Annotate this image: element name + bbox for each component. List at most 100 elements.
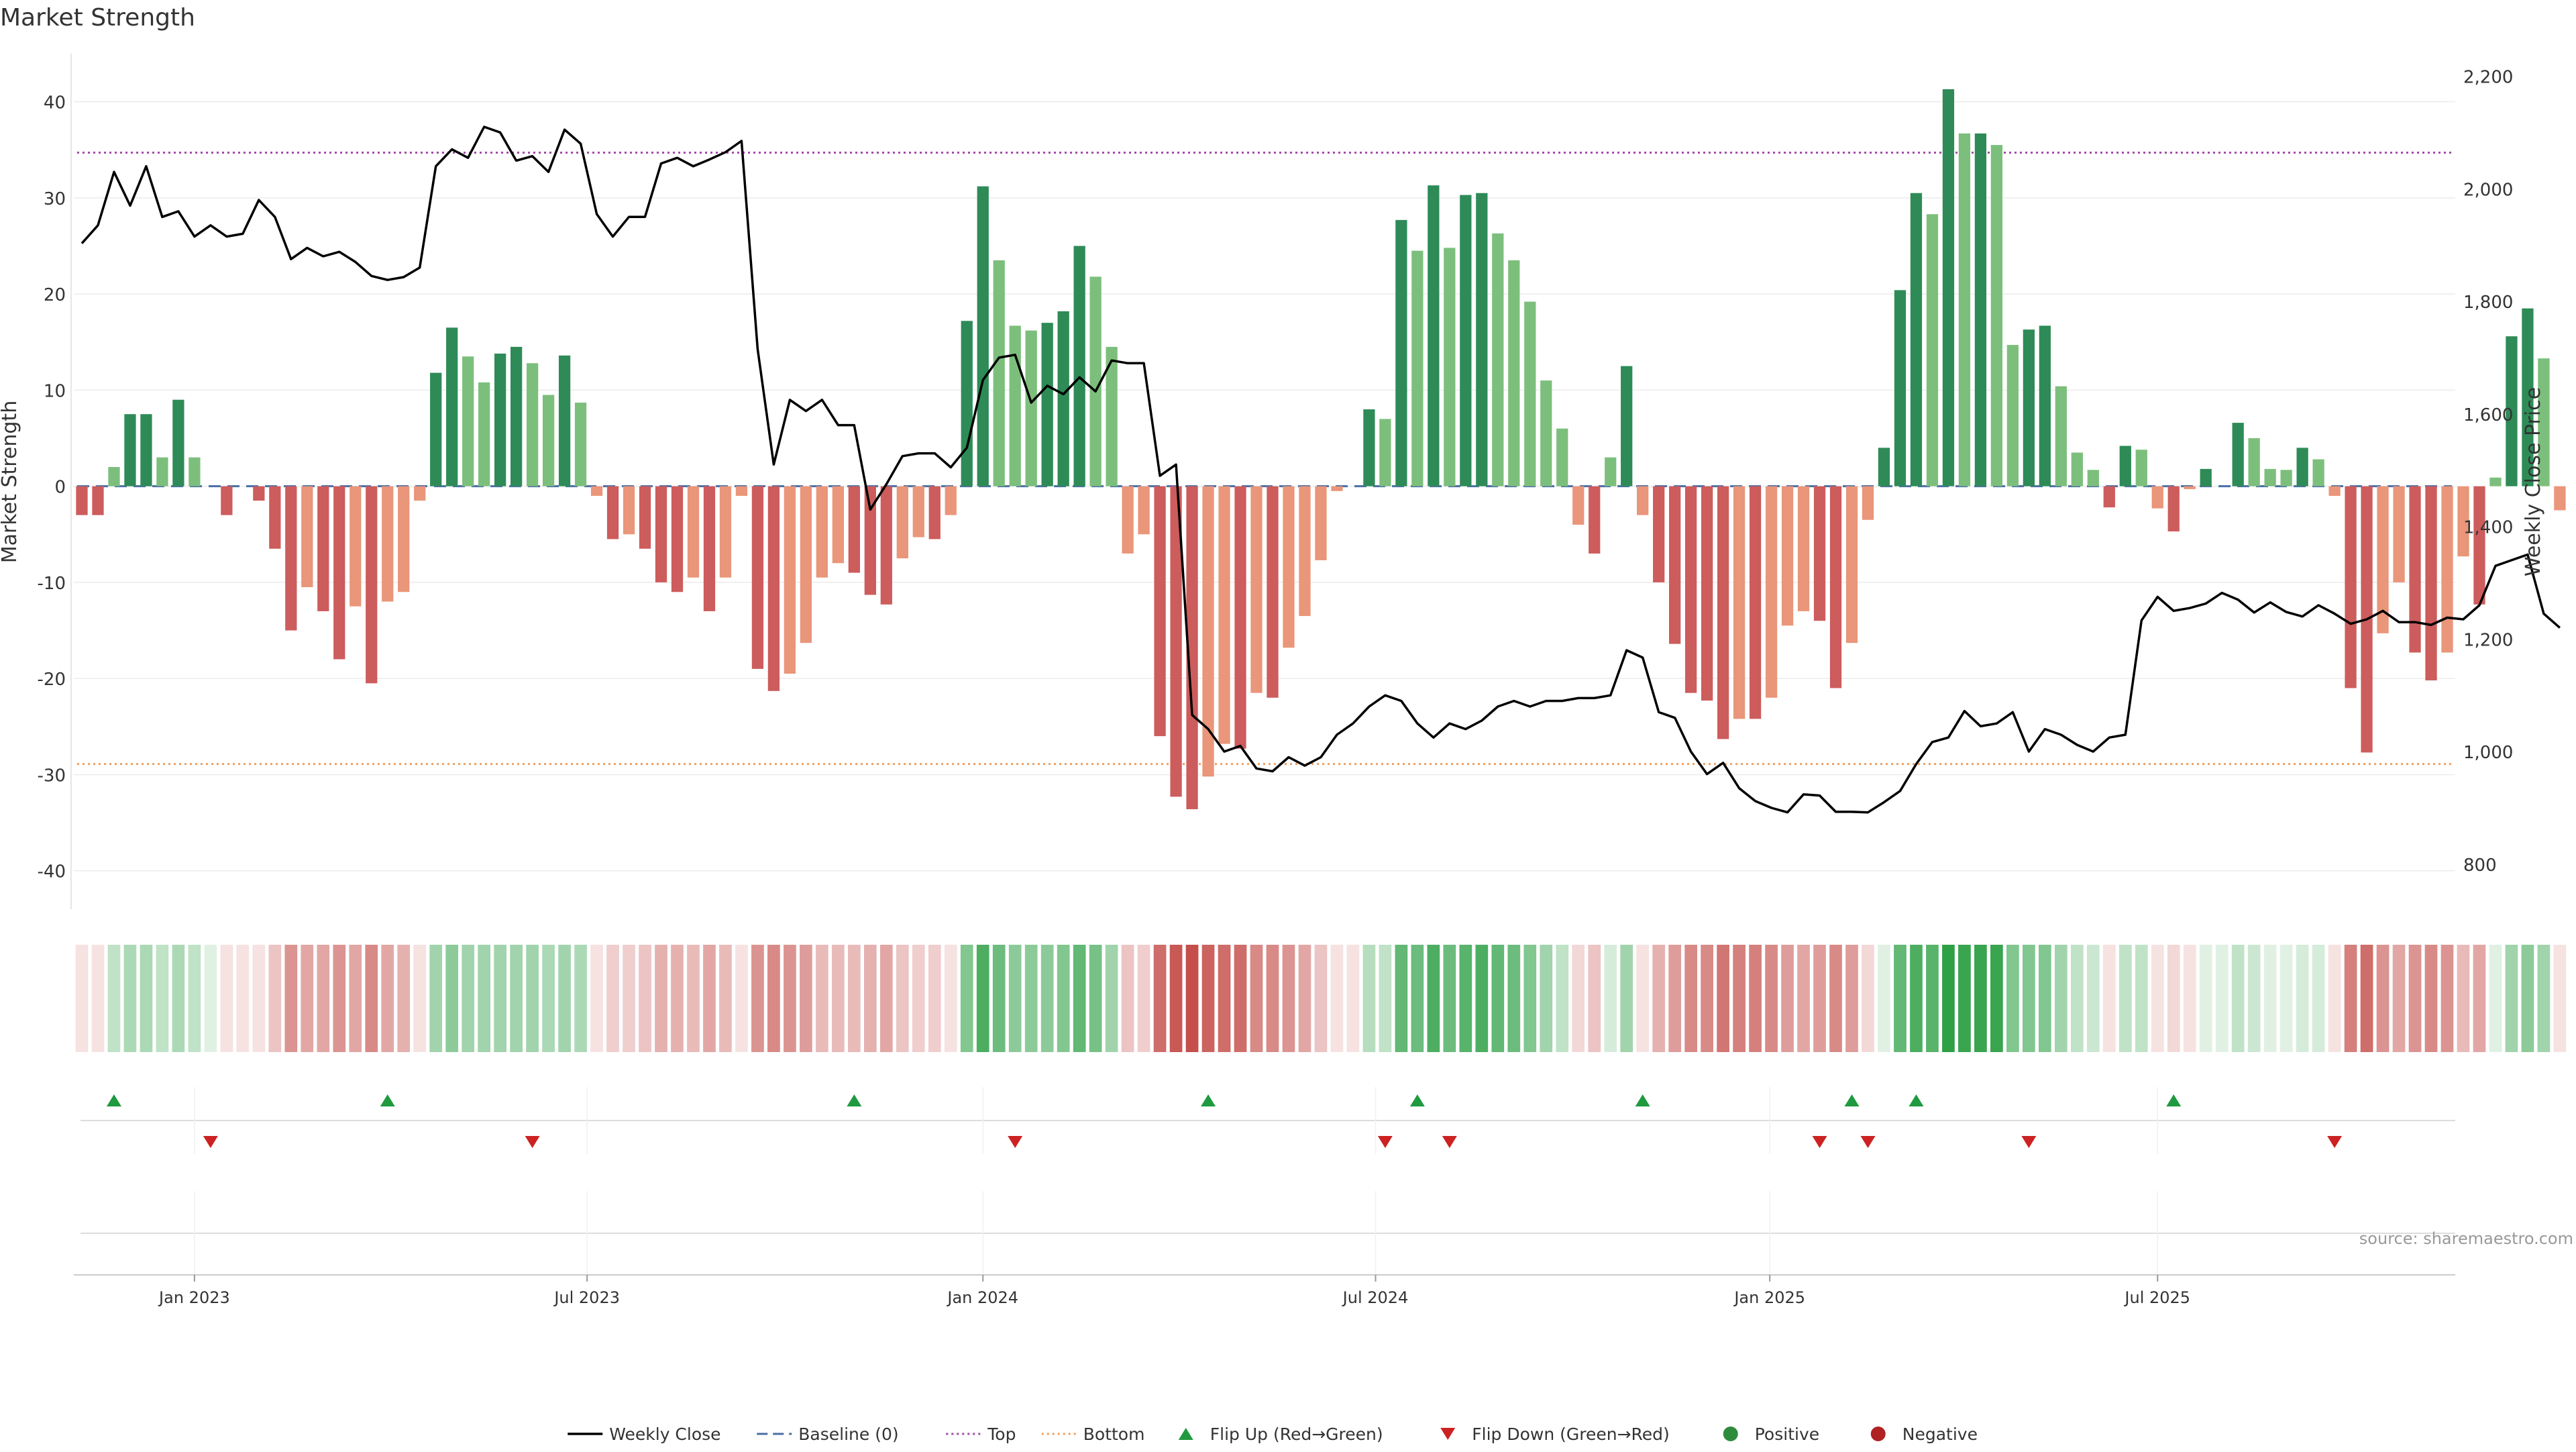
regime-cell xyxy=(2070,945,2084,1052)
strength-bar xyxy=(76,486,88,515)
strength-bar xyxy=(719,486,732,578)
strength-bar xyxy=(189,457,201,486)
regime-cell xyxy=(1411,945,1424,1052)
regime-cell xyxy=(526,945,539,1052)
strength-bar xyxy=(2039,325,2051,486)
regime-cell xyxy=(2537,945,2551,1052)
regime-cell xyxy=(1604,945,1617,1052)
strength-bar xyxy=(623,486,635,535)
x-axis: Jan 2023 Jul 2023 Jan 2024 Jul 2024 Jan 2025… xyxy=(74,1274,2455,1307)
regime-cell xyxy=(156,945,169,1052)
regime-cell xyxy=(1073,945,1086,1052)
regime-cell xyxy=(1427,945,1440,1052)
regime-cell xyxy=(1330,945,1344,1052)
regime-cell xyxy=(1556,945,1569,1052)
regime-cell xyxy=(992,945,1006,1052)
strength-bar xyxy=(703,486,716,611)
legend-label: Flip Down (Green→Red) xyxy=(1472,1424,1670,1444)
strength-bar xyxy=(2457,486,2469,557)
regime-cell xyxy=(2312,945,2325,1052)
regime-cell xyxy=(606,945,619,1052)
y-tick-label-right: 1,000 xyxy=(2463,743,2513,763)
regime-cell xyxy=(2424,945,2438,1052)
regime-cell xyxy=(1540,945,1553,1052)
regime-cell xyxy=(1894,945,1907,1052)
strength-bar xyxy=(526,363,539,486)
regime-cell xyxy=(847,945,861,1052)
strength-bar xyxy=(2167,486,2180,531)
regime-cell xyxy=(1040,945,1054,1052)
strength-bar xyxy=(1476,193,1488,486)
regime-cell xyxy=(800,945,812,1052)
regime-cell xyxy=(2023,945,2035,1052)
y-tick-label-right: 2,200 xyxy=(2463,68,2513,88)
strength-bar xyxy=(542,395,555,486)
strength-bar xyxy=(92,486,104,515)
strength-bar xyxy=(478,382,490,486)
legend-entry: Flip Up (Red→Green) xyxy=(1178,1424,1383,1444)
flip-down-marker xyxy=(203,1136,218,1148)
regime-cell xyxy=(1926,945,1939,1052)
legend-label: Positive xyxy=(1755,1424,1819,1444)
strength-bar xyxy=(1765,486,1778,698)
legend-entry: Flip Down (Green→Red) xyxy=(1440,1424,1670,1444)
legend-label: Weekly Close xyxy=(609,1424,720,1444)
strength-bar xyxy=(108,467,120,486)
strength-bar xyxy=(864,486,876,595)
strength-bar xyxy=(1653,486,1665,582)
regime-cell xyxy=(2215,945,2229,1052)
regime-cell xyxy=(863,945,877,1052)
regime-cell xyxy=(751,945,764,1052)
strength-bar xyxy=(1218,486,1230,744)
strength-bar xyxy=(2473,486,2485,605)
regime-cell xyxy=(123,945,137,1052)
strength-bar xyxy=(253,486,265,501)
regime-cell xyxy=(1395,945,1408,1052)
regime-cell xyxy=(1523,945,1537,1052)
strength-bar xyxy=(606,486,619,539)
regime-cell xyxy=(220,945,233,1052)
strength-bar xyxy=(156,457,168,486)
source-note: source: sharemaestro.com xyxy=(2359,1229,2573,1248)
regime-cell xyxy=(558,945,571,1052)
strength-bar xyxy=(1267,486,1279,698)
regime-cell xyxy=(832,945,845,1052)
y-tick-label-right: 800 xyxy=(2463,855,2497,876)
strength-bar xyxy=(2393,486,2405,582)
strength-bar xyxy=(1041,323,1053,486)
regime-cell xyxy=(767,945,780,1052)
legend-entry: Bottom xyxy=(1041,1424,1144,1444)
legend-entry: Negative xyxy=(1870,1424,1978,1444)
strength-bar xyxy=(172,399,184,486)
strength-bar xyxy=(1621,366,1633,486)
strength-bar xyxy=(269,486,281,549)
strength-bar xyxy=(1492,233,1504,486)
flip-up-marker xyxy=(1409,1094,1425,1106)
weekly-close-line xyxy=(80,125,2561,814)
flip-up-marker xyxy=(1635,1094,1650,1106)
strength-bar xyxy=(1749,486,1762,719)
strength-bar xyxy=(2023,329,2035,486)
strength-bar xyxy=(1202,486,1214,777)
regime-cell xyxy=(462,945,475,1052)
regime-cell xyxy=(172,945,185,1052)
regime-cell xyxy=(107,945,121,1052)
x-tick-label: Jan 2024 xyxy=(946,1288,1018,1307)
regime-cell xyxy=(1201,945,1215,1052)
regime-cell xyxy=(1459,945,1472,1052)
regime-cell xyxy=(188,945,201,1052)
strength-bar xyxy=(2119,446,2131,486)
regime-cell xyxy=(2038,945,2051,1052)
strength-bar xyxy=(671,486,684,592)
regime-cell xyxy=(1878,945,1890,1052)
regime-cell xyxy=(268,945,282,1052)
flip-down-marker xyxy=(1442,1136,1457,1148)
regime-cell xyxy=(1234,945,1247,1052)
strength-bar xyxy=(398,486,410,592)
regime-cell xyxy=(2489,945,2502,1052)
regime-cell xyxy=(2328,945,2341,1052)
regime-cell xyxy=(2344,945,2357,1052)
strength-bar xyxy=(2312,459,2324,486)
strength-bar xyxy=(2135,450,2147,486)
